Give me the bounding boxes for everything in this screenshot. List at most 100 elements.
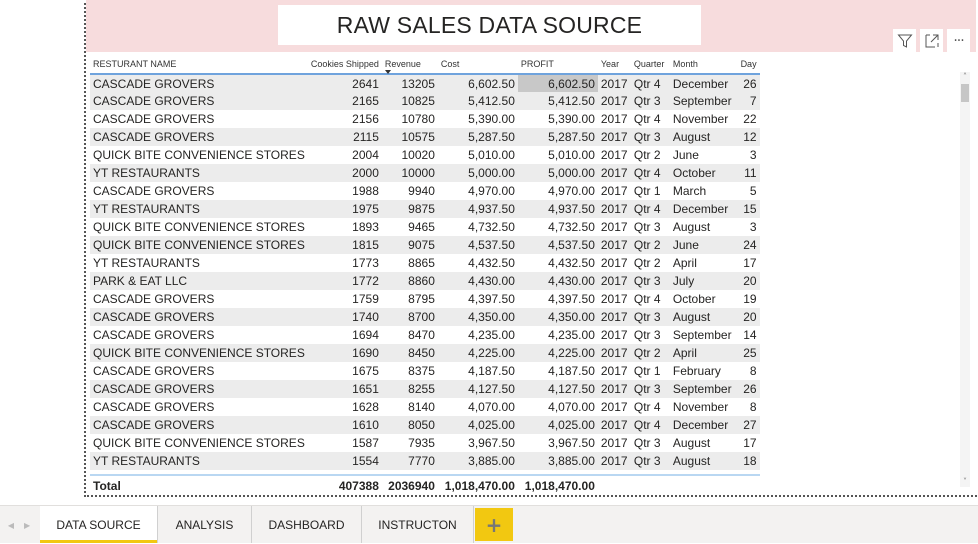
cell-profit[interactable]: 4,970.00 [517,182,598,200]
add-page-button[interactable]: + [475,508,513,541]
cell-restaurant-name[interactable]: CASCADE GROVERS [90,74,308,92]
cell-month[interactable]: October [669,290,735,308]
cell-year[interactable]: 2017 [597,272,631,290]
cell-revenue[interactable]: 10780 [381,110,438,128]
cell-cost[interactable]: 4,350.00 [437,308,518,326]
cell-cookies-shipped[interactable]: 1759 [307,290,382,308]
cell-restaurant-name[interactable]: QUICK BITE CONVENIENCE STORES [90,434,308,452]
tab-dashboard[interactable]: DASHBOARD [252,506,362,543]
cell-quarter[interactable]: Qtr 3 [630,434,670,452]
cell-revenue[interactable]: 8050 [381,416,438,434]
cell-cookies-shipped[interactable]: 1651 [307,380,382,398]
cell-restaurant-name[interactable]: PARK & EAT LLC [90,272,308,290]
cell-revenue[interactable]: 8450 [381,344,438,362]
cell-month[interactable]: April [669,344,735,362]
cell-profit[interactable]: 4,537.50 [517,236,598,254]
col-header-cost[interactable]: Cost [437,55,518,75]
filter-button[interactable] [893,29,916,52]
cell-quarter[interactable]: Qtr 3 [630,308,670,326]
cell-quarter[interactable]: Qtr 2 [630,254,670,272]
cell-day[interactable]: 22 [734,110,760,128]
cell-cost[interactable]: 4,127.50 [437,380,518,398]
cell-month[interactable]: November [669,110,735,128]
table-scrollbar[interactable]: ˄ ˅ [960,72,970,487]
cell-year[interactable]: 2017 [597,74,631,92]
cell-revenue[interactable]: 9940 [381,182,438,200]
cell-profit[interactable]: 4,430.00 [517,272,598,290]
cell-restaurant-name[interactable]: YT RESTAURANTS [90,200,308,218]
cell-day[interactable]: 20 [734,308,760,326]
scroll-down-icon[interactable]: ˅ [963,477,967,486]
cell-revenue[interactable]: 8255 [381,380,438,398]
table-row[interactable]: CASCADE GROVERS 1694 8470 4,235.00 4,235.00 2… [90,326,760,344]
tab-analysis[interactable]: ANALYSIS [158,506,252,543]
cell-year[interactable]: 2017 [597,416,631,434]
cell-day[interactable]: 24 [734,236,760,254]
cell-restaurant-name[interactable]: CASCADE GROVERS [90,182,308,200]
cell-revenue[interactable]: 13205 [381,74,438,92]
col-header-profit[interactable]: PROFIT [517,55,598,75]
cell-profit[interactable]: 3,967.50 [517,434,598,452]
cell-day[interactable]: 25 [734,344,760,362]
cell-day[interactable]: 26 [734,74,760,92]
cell-cost[interactable]: 4,970.00 [437,182,518,200]
cell-profit[interactable]: 4,070.00 [517,398,598,416]
col-header-year[interactable]: Year [597,55,631,75]
cell-revenue[interactable]: 8860 [381,272,438,290]
cell-quarter[interactable]: Qtr 3 [630,92,670,110]
cell-profit[interactable]: 4,432.50 [517,254,598,272]
cell-revenue[interactable]: 9075 [381,236,438,254]
cell-restaurant-name[interactable]: CASCADE GROVERS [90,416,308,434]
cell-profit[interactable]: 5,412.50 [517,92,598,110]
cell-cookies-shipped[interactable]: 1690 [307,344,382,362]
cell-cost[interactable]: 5,287.50 [437,128,518,146]
cell-cost[interactable]: 4,025.00 [437,416,518,434]
cell-revenue[interactable]: 8865 [381,254,438,272]
table-row[interactable]: PARK & EAT LLC 1772 8860 4,430.00 4,430.00 20… [90,272,760,290]
cell-year[interactable]: 2017 [597,92,631,110]
cell-cost[interactable]: 4,732.50 [437,218,518,236]
table-row[interactable]: CASCADE GROVERS 2115 10575 5,287.50 5,287.50… [90,128,760,146]
cell-cost[interactable]: 4,537.50 [437,236,518,254]
cell-month[interactable]: December [669,200,735,218]
cell-restaurant-name[interactable]: CASCADE GROVERS [90,110,308,128]
cell-profit[interactable]: 4,025.00 [517,416,598,434]
cell-month[interactable]: December [669,416,735,434]
cell-restaurant-name[interactable]: QUICK BITE CONVENIENCE STORES [90,146,308,164]
cell-revenue[interactable]: 7770 [381,452,438,470]
cell-profit[interactable]: 5,000.00 [517,164,598,182]
table-row[interactable]: CASCADE GROVERS 1740 8700 4,350.00 4,350.00 2… [90,308,760,326]
cell-cost[interactable]: 4,397.50 [437,290,518,308]
cell-day[interactable]: 15 [734,200,760,218]
cell-month[interactable]: September [669,380,735,398]
cell-day[interactable]: 17 [734,254,760,272]
cell-cost[interactable]: 5,000.00 [437,164,518,182]
cell-quarter[interactable]: Qtr 3 [630,218,670,236]
tab-data-source[interactable]: DATA SOURCE [40,506,158,543]
cell-profit[interactable]: 5,010.00 [517,146,598,164]
cell-cookies-shipped[interactable]: 1815 [307,236,382,254]
cell-month[interactable]: September [669,326,735,344]
table-row[interactable]: YT RESTAURANTS 1773 8865 4,432.50 4,432.50 20… [90,254,760,272]
cell-cookies-shipped[interactable]: 1587 [307,434,382,452]
cell-year[interactable]: 2017 [597,308,631,326]
cell-cost[interactable]: 4,937.50 [437,200,518,218]
cell-cost[interactable]: 4,070.00 [437,398,518,416]
table-row[interactable]: YT RESTAURANTS 1975 9875 4,937.50 4,937.50 20… [90,200,760,218]
cell-cost[interactable]: 4,430.00 [437,272,518,290]
cell-profit[interactable]: 5,287.50 [517,128,598,146]
col-header-month[interactable]: Month [669,55,735,75]
cell-profit[interactable]: 4,127.50 [517,380,598,398]
more-options-button[interactable]: ··· [947,29,970,52]
cell-day[interactable]: 17 [734,434,760,452]
cell-month[interactable]: August [669,128,735,146]
cell-cost[interactable]: 5,412.50 [437,92,518,110]
cell-year[interactable]: 2017 [597,380,631,398]
cell-day[interactable]: 7 [734,92,760,110]
table-row[interactable]: CASCADE GROVERS 2165 10825 5,412.50 5,412.50… [90,92,760,110]
cell-month[interactable]: August [669,452,735,470]
cell-day[interactable]: 20 [734,272,760,290]
cell-cookies-shipped[interactable]: 1554 [307,452,382,470]
cell-month[interactable]: March [669,182,735,200]
table-row[interactable]: CASCADE GROVERS 1675 8375 4,187.50 4,187.50 2… [90,362,760,380]
